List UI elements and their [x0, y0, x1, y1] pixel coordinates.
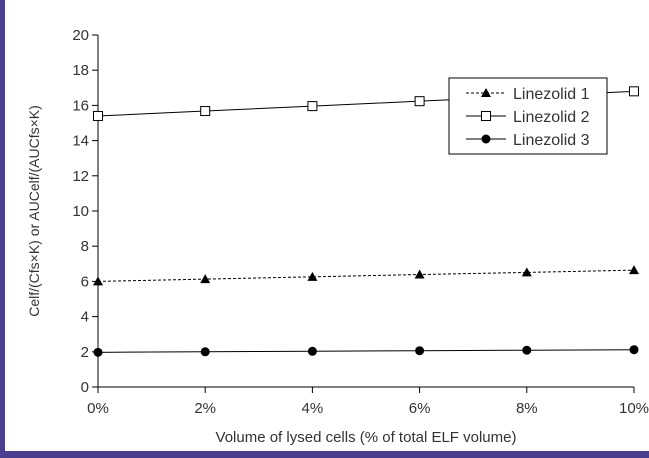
data-point: [200, 106, 211, 117]
legend-marker: [481, 88, 491, 97]
data-point: [629, 86, 639, 97]
data-point: [93, 110, 103, 121]
data-point: [414, 269, 425, 279]
legend-marker: [481, 134, 491, 144]
x-tick-label: 2%: [194, 400, 216, 417]
data-point: [415, 346, 425, 356]
data-point: [93, 276, 103, 286]
y-tick-label: 16: [72, 97, 89, 114]
series-line: [97, 269, 635, 282]
x-tick-label: 10%: [619, 400, 649, 417]
series-1: [93, 265, 639, 286]
data-point: [307, 101, 318, 112]
data-point: [629, 265, 639, 275]
data-point: [629, 345, 639, 355]
x-tick-label: 0%: [87, 400, 109, 417]
x-tick-label: 8%: [516, 400, 538, 417]
data-point: [200, 347, 210, 357]
y-tick-label: 20: [72, 27, 89, 44]
y-tick-label: 6: [81, 273, 89, 290]
y-tick-label: 14: [72, 133, 89, 150]
data-point: [307, 271, 318, 281]
series-layer: [93, 86, 639, 357]
x-tick-label: 4%: [302, 400, 324, 417]
data-point: [200, 274, 211, 284]
series-line: [97, 349, 635, 353]
y-tick-label: 4: [81, 309, 89, 326]
data-point: [522, 345, 532, 355]
legend-label: Linezolid 2: [513, 109, 590, 126]
axes: 0 2 4 6 8 10 12 14 16 18 20 0% 2% 4% 6% 8% 10%: [72, 27, 649, 417]
legend-label: Linezolid 1: [513, 86, 590, 103]
legend-label: Linezolid 3: [513, 132, 590, 149]
y-tick-label: 8: [81, 238, 89, 255]
legend: Linezolid 1 Linezolid 2 Linezolid 3: [448, 77, 608, 155]
data-point: [414, 96, 425, 107]
legend-marker: [481, 111, 491, 121]
x-tick-label: 6%: [409, 400, 431, 417]
y-tick-label: 12: [72, 168, 89, 185]
data-point: [93, 347, 103, 357]
y-tick-label: 18: [72, 62, 89, 79]
data-point: [521, 267, 532, 277]
series-3: [93, 345, 639, 357]
x-axis-label: Volume of lysed cells (% of total ELF vo…: [216, 429, 517, 446]
y-tick-label: 0: [81, 379, 89, 396]
y-tick-label: 10: [72, 203, 89, 220]
y-axis-label: Celf/(Cfs×K) or AUCelf/(AUCfs×K): [26, 105, 42, 317]
y-tick-label: 2: [81, 344, 89, 361]
data-point: [307, 346, 317, 356]
